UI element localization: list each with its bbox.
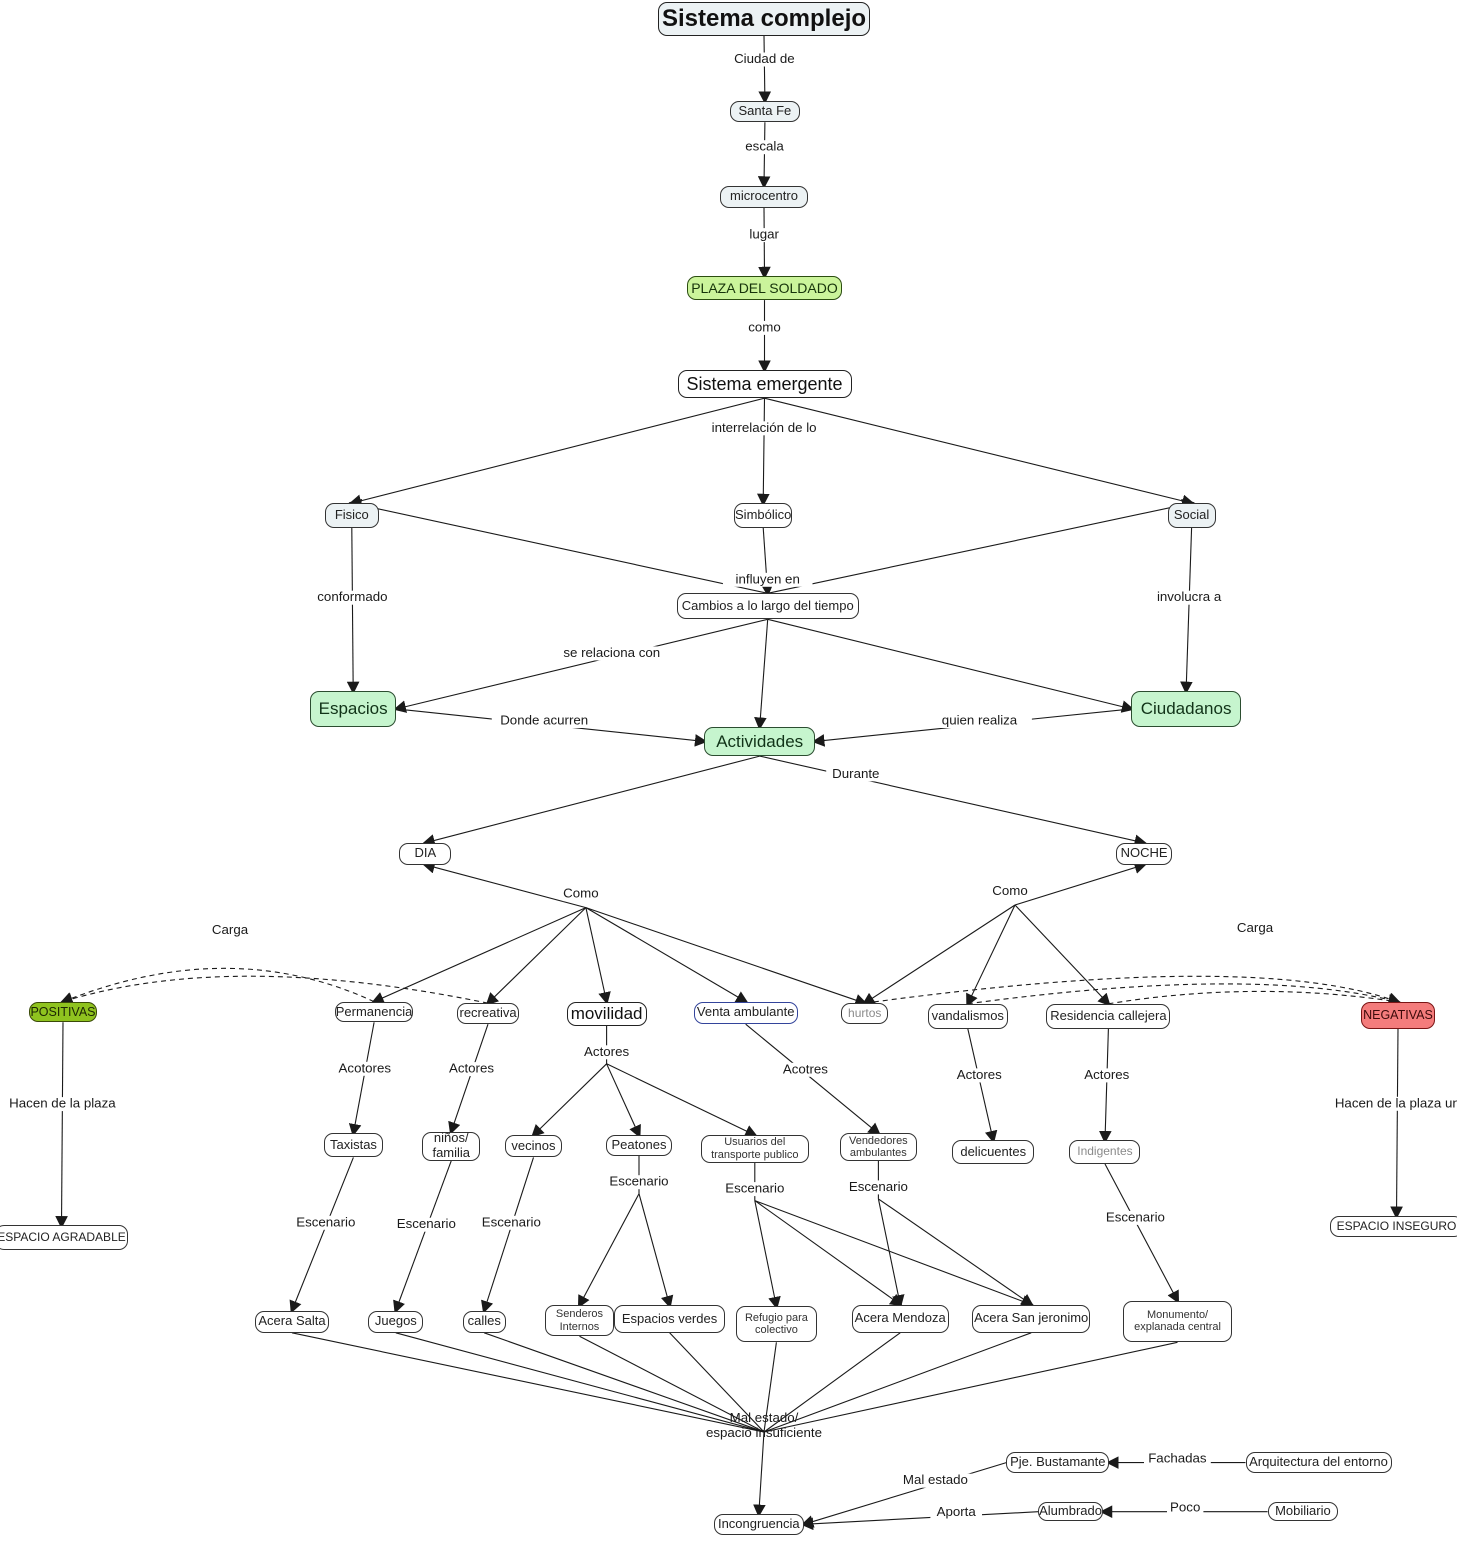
svg-text:Actores: Actores xyxy=(1084,1067,1129,1082)
svg-text:Donde acurren: Donde acurren xyxy=(500,713,588,728)
svg-text:Durante: Durante xyxy=(832,766,879,781)
svg-text:se relaciona con: se relaciona con xyxy=(563,645,660,660)
svg-text:Aporta: Aporta xyxy=(937,1504,977,1519)
svg-text:Mal estado: Mal estado xyxy=(903,1472,968,1487)
svg-text:Escenario: Escenario xyxy=(1106,1209,1165,1224)
svg-text:quien realiza: quien realiza xyxy=(942,713,1018,728)
svg-text:espacio insuficiente: espacio insuficiente xyxy=(706,1425,822,1440)
svg-text:Poco: Poco xyxy=(1170,1500,1200,1515)
svg-text:Escenario: Escenario xyxy=(609,1174,668,1189)
svg-text:Acotores: Acotores xyxy=(339,1060,392,1075)
svg-text:Actores: Actores xyxy=(449,1061,494,1076)
svg-text:Escenario: Escenario xyxy=(482,1214,541,1229)
svg-text:influyen en: influyen en xyxy=(736,571,800,586)
svg-text:Como: Como xyxy=(563,886,598,901)
svg-text:conformado: conformado xyxy=(317,589,387,604)
svg-text:Ciudad de: Ciudad de xyxy=(734,51,795,66)
svg-text:Escenario: Escenario xyxy=(296,1214,355,1229)
svg-text:Fachadas: Fachadas xyxy=(1148,1451,1207,1466)
svg-text:Actores: Actores xyxy=(584,1044,629,1059)
svg-text:escala: escala xyxy=(745,139,784,154)
svg-text:Actores: Actores xyxy=(957,1067,1002,1082)
svg-text:Escenario: Escenario xyxy=(725,1181,784,1196)
svg-text:involucra a: involucra a xyxy=(1157,589,1222,604)
svg-text:como: como xyxy=(748,319,781,334)
svg-text:Mal estado/: Mal estado/ xyxy=(730,1410,799,1425)
svg-text:lugar: lugar xyxy=(749,227,779,242)
svg-text:Escenario: Escenario xyxy=(397,1216,456,1231)
svg-text:Escenario: Escenario xyxy=(849,1179,908,1194)
svg-text:interrelación de lo: interrelación de lo xyxy=(712,420,817,435)
svg-text:Hacen de la plaza un: Hacen de la plaza un xyxy=(1335,1095,1457,1110)
svg-text:Hacen de la plaza: Hacen de la plaza xyxy=(9,1096,116,1111)
svg-text:Acotres: Acotres xyxy=(783,1061,828,1076)
svg-text:Carga: Carga xyxy=(212,922,249,937)
svg-text:Carga: Carga xyxy=(1237,920,1274,935)
svg-text:Como: Como xyxy=(992,883,1027,898)
